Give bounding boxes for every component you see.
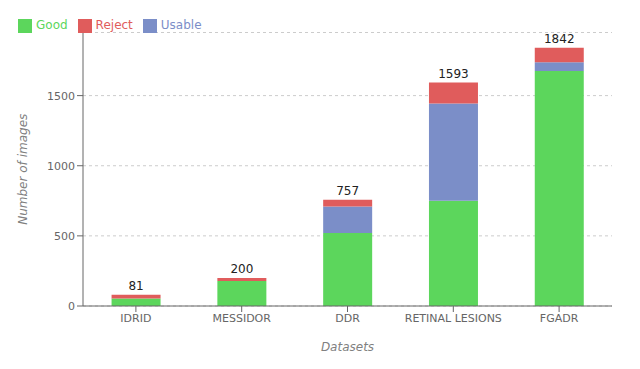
svg-text:1842: 1842 xyxy=(544,32,575,46)
svg-text:500: 500 xyxy=(54,230,75,243)
svg-text:1000: 1000 xyxy=(47,160,75,173)
svg-text:IDRID: IDRID xyxy=(120,312,151,325)
svg-text:DDR: DDR xyxy=(335,312,360,325)
html-text:Good: Good xyxy=(36,18,68,32)
svg-text:1500: 1500 xyxy=(47,90,75,103)
svg-text:Number of images: Number of images xyxy=(16,114,30,225)
svg-text:FGADR: FGADR xyxy=(540,312,579,325)
svg-text:757: 757 xyxy=(336,184,359,198)
svg-text:81: 81 xyxy=(128,279,143,293)
html-text:Usable: Usable xyxy=(160,18,202,32)
svg-text:200: 200 xyxy=(230,262,253,276)
svg-text:0: 0 xyxy=(68,300,75,313)
svg-text:1593: 1593 xyxy=(438,67,469,81)
svg-text:Datasets: Datasets xyxy=(321,340,374,354)
html-text:Reject: Reject xyxy=(95,18,133,32)
svg-text:RETINAL LESIONS: RETINAL LESIONS xyxy=(405,312,502,325)
svg-text:MESSIDOR: MESSIDOR xyxy=(212,312,271,325)
